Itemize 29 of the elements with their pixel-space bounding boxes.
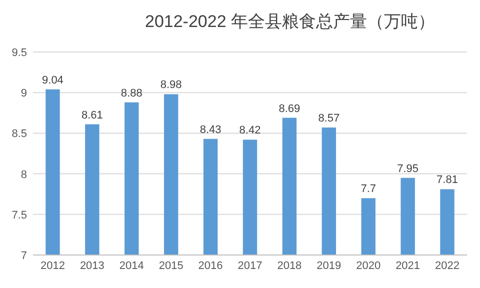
x-tick-label: 2019 <box>316 260 342 272</box>
y-tick-label: 7 <box>20 250 27 262</box>
data-label: 8.88 <box>120 87 142 100</box>
x-tick-label: 2013 <box>80 260 104 272</box>
data-label: 7.7 <box>360 183 376 196</box>
data-label: 8.42 <box>239 124 261 137</box>
y-tick-label: 7.5 <box>12 209 27 222</box>
x-tick-label: 2017 <box>238 260 262 272</box>
x-tick-label: 2022 <box>435 260 460 272</box>
x-tick-label: 2021 <box>396 260 420 272</box>
y-tick-label: 8 <box>20 168 27 181</box>
y-tick-label: 9.5 <box>12 47 27 59</box>
data-label: 8.98 <box>160 79 182 92</box>
data-label: 9.04 <box>42 74 64 86</box>
x-tick-label: 2018 <box>277 260 302 272</box>
data-label: 7.81 <box>436 174 458 186</box>
x-tick-label: 2016 <box>198 260 223 272</box>
x-tick-label: 2012 <box>40 260 65 272</box>
data-label: 8.69 <box>278 102 300 115</box>
data-label: 8.57 <box>318 112 340 125</box>
x-tick-label: 2015 <box>158 260 184 272</box>
chart-title: 2012-2022 年全县粮食总产量（万吨） <box>144 12 436 31</box>
data-label: 8.61 <box>81 109 103 122</box>
y-tick-label: 9 <box>20 88 27 100</box>
x-tick-label: 2014 <box>119 260 144 272</box>
data-label: 8.43 <box>200 124 222 136</box>
y-tick-label: 8.5 <box>12 128 27 140</box>
x-tick-label: 2020 <box>356 260 381 272</box>
data-label: 7.95 <box>397 162 419 175</box>
